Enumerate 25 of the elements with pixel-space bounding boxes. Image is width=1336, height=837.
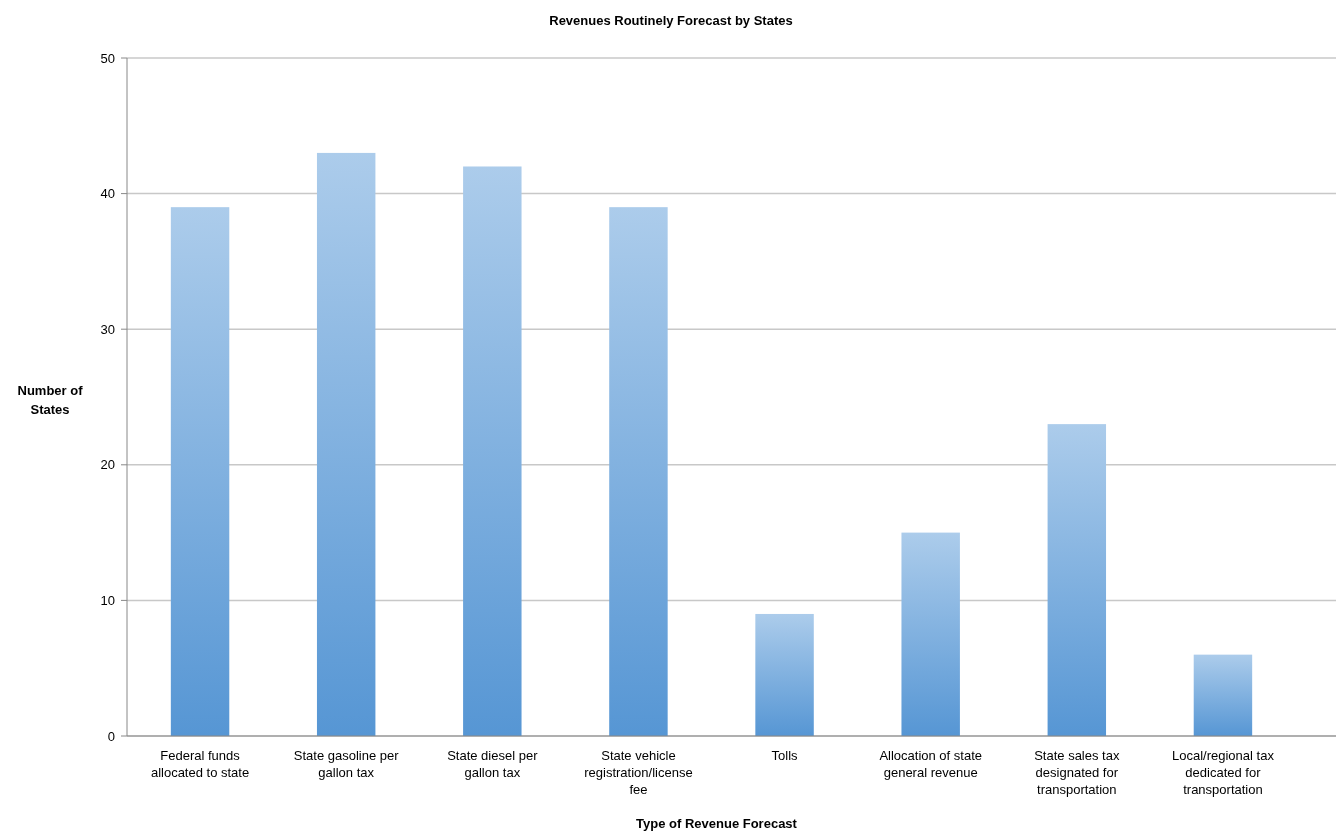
bar [463, 166, 522, 736]
x-tick-label: Local/regional tax dedicated for transportation [1171, 748, 1275, 797]
y-axis-title: Number of States [17, 383, 84, 417]
x-tick-label: Tolls [771, 748, 799, 763]
x-axis-title: Type of Revenue Forecast [636, 816, 798, 831]
x-tick-label: State sales tax designated for transportation [1034, 748, 1120, 797]
bar [755, 613, 814, 736]
x-tick-label: Allocation of state general revenue [879, 748, 982, 780]
bar [609, 207, 668, 736]
x-tick-label: State diesel per gallon tax [447, 748, 539, 780]
y-tick-label: 10 [100, 592, 115, 608]
y-tick-label: 0 [107, 728, 115, 744]
bar [1047, 424, 1107, 736]
chart-title: Revenues Routinely Forecast by States [549, 13, 793, 28]
y-tick-label: 20 [100, 457, 115, 473]
x-tick-label: State gasoline per gallon tax [293, 748, 400, 780]
x-tick-label: Federal funds allocated to state [150, 748, 250, 780]
bar [901, 532, 960, 736]
bar [170, 207, 230, 736]
bar [316, 152, 376, 736]
x-tick-label: State vehicle registration/license fee [584, 748, 693, 797]
y-tick-label: 30 [100, 321, 115, 337]
bar [1193, 654, 1253, 736]
y-tick-label: 50 [100, 50, 115, 66]
y-tick-label: 40 [100, 186, 115, 202]
